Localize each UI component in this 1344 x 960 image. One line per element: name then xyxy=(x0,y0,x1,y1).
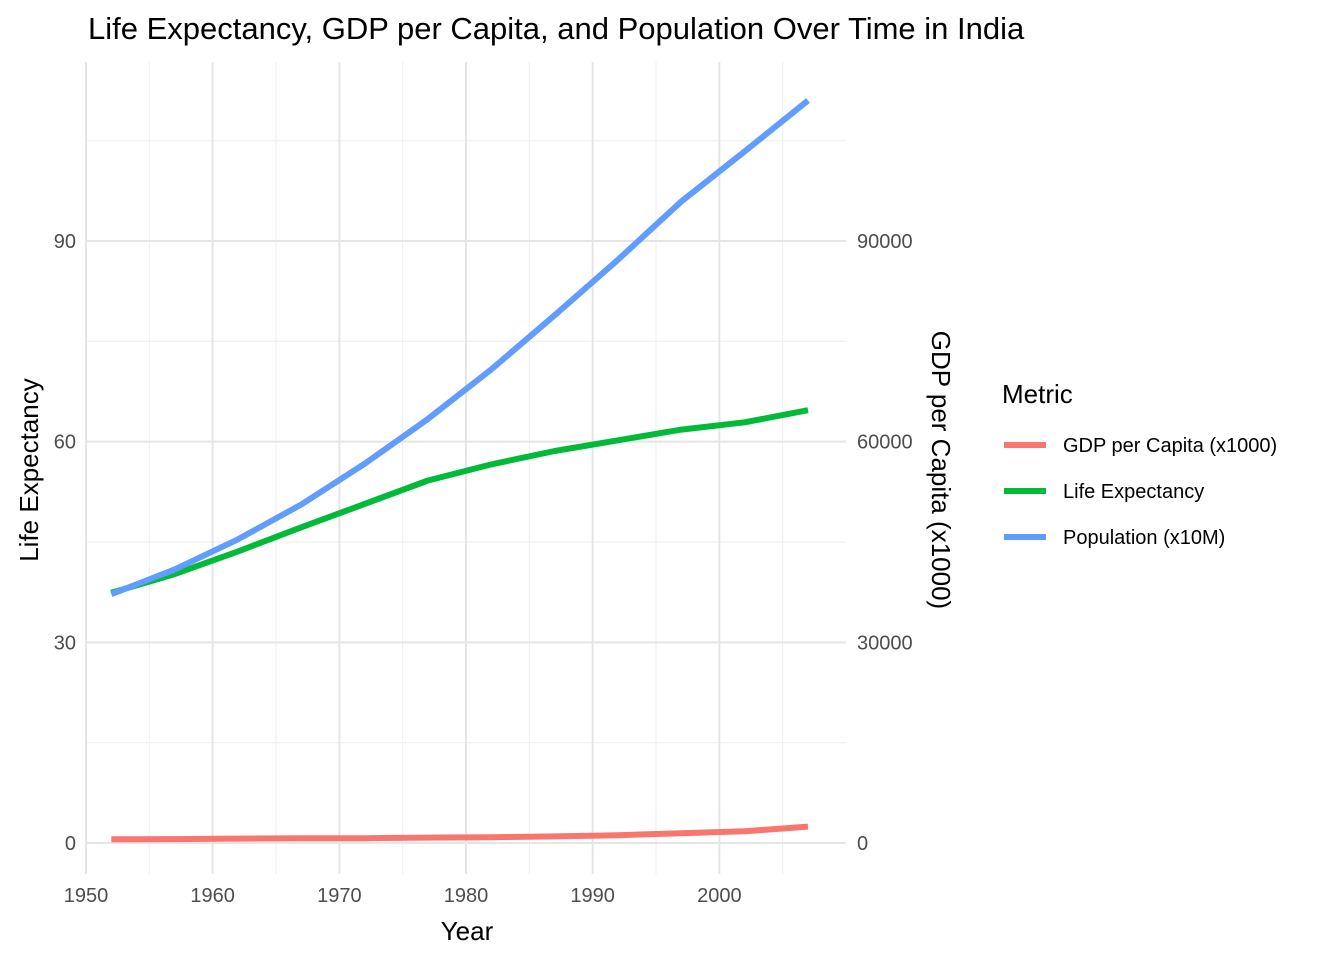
series-line xyxy=(110,98,810,597)
chart-title: Life Expectancy, GDP per Capita, and Pop… xyxy=(88,11,1025,46)
x-tick-label: 1970 xyxy=(317,885,362,907)
series-line xyxy=(111,823,809,843)
legend-label: Life Expectancy xyxy=(1063,481,1204,503)
legend-label: Population (x10M) xyxy=(1063,527,1225,549)
y2-tick-label: 90000 xyxy=(857,231,913,253)
series-lines xyxy=(110,98,810,843)
y-tick-label: 0 xyxy=(65,833,76,855)
y-tick-label: 30 xyxy=(54,632,76,654)
x-tick-label: 2000 xyxy=(697,885,742,907)
legend: Metric GDP per Capita (x1000) Life Expect… xyxy=(1002,379,1277,549)
tick-labels: 1950 1960 1970 1980 1990 2000 0 30 60 90 0 30000 600… xyxy=(54,231,913,907)
y2-tick-label: 0 xyxy=(857,833,868,855)
y-axis-title: Life Expectancy xyxy=(14,378,44,562)
y-tick-label: 60 xyxy=(54,432,76,454)
y2-axis-title: GDP per Capita (x1000) xyxy=(926,331,956,609)
y-tick-label: 90 xyxy=(54,231,76,253)
x-tick-label: 1960 xyxy=(190,885,235,907)
x-tick-label: 1980 xyxy=(444,885,489,907)
x-tick-label: 1950 xyxy=(64,885,109,907)
x-tick-label: 1990 xyxy=(570,885,615,907)
legend-label: GDP per Capita (x1000) xyxy=(1063,435,1277,457)
y2-tick-label: 30000 xyxy=(857,632,913,654)
legend-title: Metric xyxy=(1002,379,1073,409)
series-line xyxy=(110,407,809,596)
y2-tick-label: 60000 xyxy=(857,432,913,454)
x-axis-title: Year xyxy=(441,916,494,946)
